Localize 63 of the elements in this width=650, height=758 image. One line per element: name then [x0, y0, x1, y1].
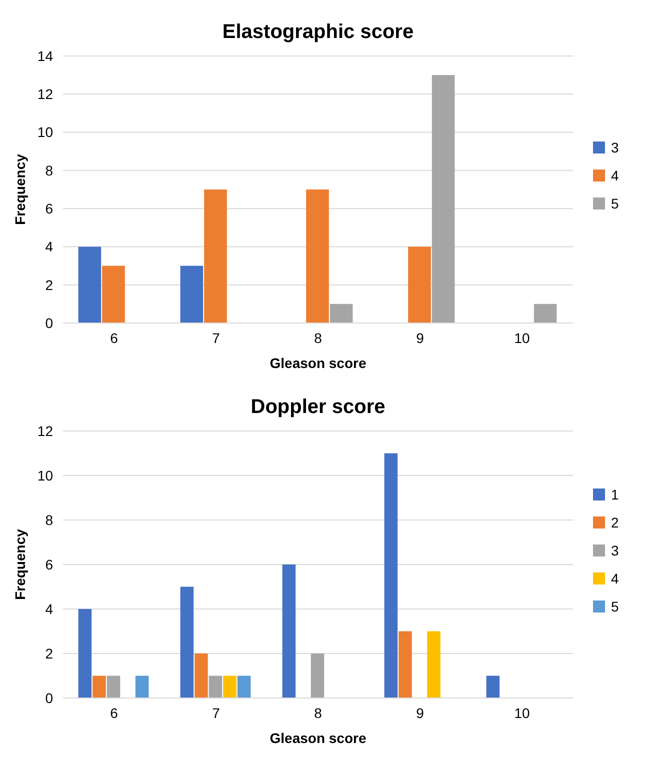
y-tick-label: 0	[45, 314, 54, 331]
y-tick-label: 2	[45, 276, 54, 293]
bar	[180, 586, 194, 698]
x-axis-title: Gleason score	[270, 355, 366, 371]
y-tick-label: 8	[45, 512, 54, 528]
chart-title: Elastographic score	[222, 21, 414, 43]
y-axis-title: Frequency	[12, 528, 28, 600]
y-tick-label: 12	[37, 86, 54, 102]
chart-title: Doppler score	[250, 396, 386, 418]
bar	[534, 304, 557, 323]
x-tick-label: 6	[110, 330, 118, 346]
legend-label: 1	[611, 486, 619, 502]
bar	[194, 654, 208, 698]
y-tick-label: 6	[45, 200, 54, 216]
x-tick-label: 8	[314, 330, 322, 346]
legend-label: 2	[611, 514, 619, 530]
legend-label: 4	[611, 570, 619, 586]
x-tick-label: 10	[514, 330, 530, 346]
bar	[78, 246, 102, 323]
y-tick-label: 12	[37, 422, 54, 439]
y-tick-label: 8	[45, 162, 54, 178]
y-tick-label: 10	[37, 124, 54, 140]
legend-label: 3	[611, 139, 619, 156]
y-tick-label: 4	[45, 600, 54, 617]
bar	[204, 190, 227, 323]
bar	[330, 304, 353, 323]
x-tick-label: 8	[314, 705, 322, 721]
bar	[237, 676, 251, 698]
bar	[282, 564, 296, 698]
x-tick-label: 6	[110, 705, 118, 721]
bar	[223, 676, 236, 698]
x-tick-label: 9	[416, 330, 424, 346]
bar	[92, 676, 106, 698]
bar	[78, 609, 92, 698]
legend-label: 3	[611, 542, 619, 558]
bar	[432, 75, 455, 323]
bar	[384, 453, 398, 698]
x-axis-title: Gleason score	[270, 730, 366, 746]
y-tick-label: 14	[37, 48, 54, 64]
x-tick-label: 10	[514, 705, 530, 721]
y-tick-label: 0	[45, 690, 54, 706]
bar	[408, 246, 431, 323]
legend-label: 5	[611, 598, 619, 614]
x-tick-label: 7	[212, 705, 220, 721]
x-tick-label: 7	[212, 330, 220, 346]
bar	[102, 266, 125, 323]
bar	[310, 654, 324, 698]
bar	[486, 676, 500, 698]
y-tick-label: 10	[37, 467, 54, 484]
y-tick-label: 2	[45, 645, 54, 662]
x-tick-label: 9	[416, 705, 424, 721]
y-axis-title: Frequency	[12, 154, 28, 225]
bar	[208, 676, 222, 698]
bar	[306, 190, 329, 323]
bar	[180, 266, 204, 323]
bar	[398, 631, 412, 698]
y-tick-label: 4	[45, 238, 54, 255]
bar	[106, 676, 120, 698]
bar	[135, 676, 149, 698]
bar	[427, 631, 440, 698]
legend-label: 5	[611, 195, 619, 212]
legend-label: 4	[611, 167, 619, 184]
y-tick-label: 6	[45, 556, 54, 572]
